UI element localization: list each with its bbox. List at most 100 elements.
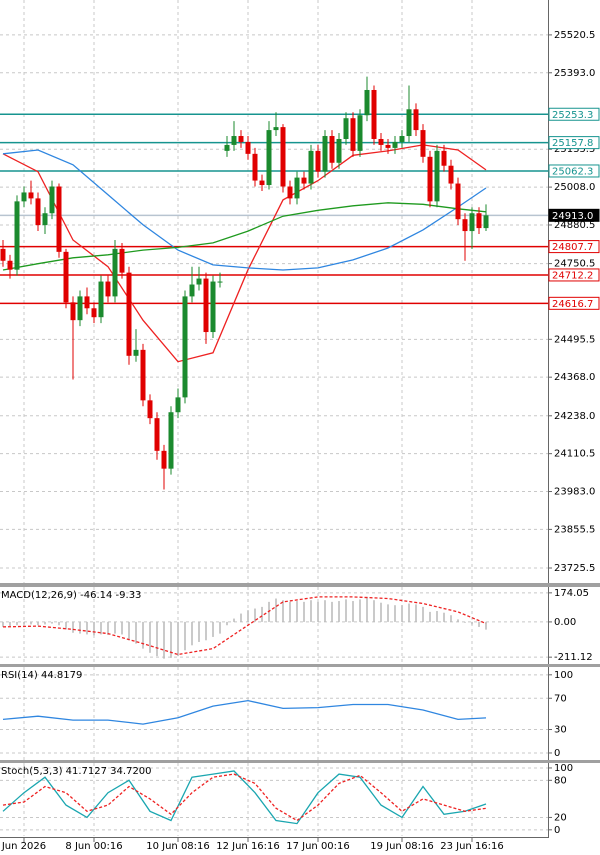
candle-body xyxy=(378,138,384,145)
candle-body xyxy=(161,450,167,469)
indicator-title: Stoch(5,3,3) 41.7127 34.7200 xyxy=(1,766,152,777)
candle-body xyxy=(385,144,391,148)
level-label: 24616.7 xyxy=(552,299,593,310)
candle-body xyxy=(308,150,314,184)
y-tick-label: 100 xyxy=(554,763,573,774)
indicator-line xyxy=(2,144,487,363)
indicator-line xyxy=(2,596,487,656)
candle-body xyxy=(245,141,251,154)
y-tick-label: 0.00 xyxy=(554,617,576,628)
panel-separator xyxy=(0,583,600,587)
y-tick-label: 80 xyxy=(554,775,567,786)
level-label: 24712.2 xyxy=(552,270,593,281)
candle-body xyxy=(105,281,111,297)
candle-body xyxy=(210,281,216,333)
candle-body xyxy=(84,296,90,309)
candle-body xyxy=(35,198,41,226)
level-label: 24807.7 xyxy=(552,242,593,253)
candle-body xyxy=(175,397,181,413)
y-tick-label: 24495.5 xyxy=(554,334,595,345)
candle-body xyxy=(217,281,223,283)
candle-body xyxy=(406,109,412,137)
candle-body xyxy=(455,183,461,220)
candle-body xyxy=(133,349,139,356)
candle-body xyxy=(476,213,482,229)
y-tick-label: 24110.5 xyxy=(554,449,595,460)
candle-body xyxy=(28,192,34,199)
indicator-line xyxy=(2,149,487,271)
indicator-line xyxy=(2,202,487,271)
y-tick-label: 25135.5 xyxy=(554,144,595,155)
candle-body xyxy=(315,150,321,172)
x-tick-label: 19 Jun 08:16 xyxy=(370,841,434,852)
candle-body xyxy=(168,412,174,469)
candle-body xyxy=(301,177,307,184)
level-label-box xyxy=(548,208,600,222)
candle-body xyxy=(448,165,454,184)
x-tick-label: 12 Jun 16:16 xyxy=(216,841,280,852)
candle-body xyxy=(273,127,279,131)
candle-body xyxy=(126,272,132,356)
candle-body xyxy=(427,156,433,202)
indicator-line xyxy=(2,770,487,825)
y-tick-label: 24368.0 xyxy=(554,372,595,383)
candle-body xyxy=(469,213,475,232)
candle-body xyxy=(224,144,230,151)
candle-body xyxy=(77,296,83,321)
level-label-box xyxy=(548,296,600,310)
x-tick-label: 10 Jun 08:16 xyxy=(146,841,210,852)
candle-body xyxy=(63,251,69,303)
y-tick-label: 24238.0 xyxy=(554,411,595,422)
candle-body xyxy=(259,180,265,186)
candle-body xyxy=(70,302,76,321)
candle-body xyxy=(112,248,118,297)
y-tick-label: -211.12 xyxy=(554,652,593,663)
y-tick-label: 25008.0 xyxy=(554,182,595,193)
candle-body xyxy=(462,219,468,232)
y-tick-label: 24880.5 xyxy=(554,220,595,231)
candle-body xyxy=(399,136,405,142)
candle-body xyxy=(413,109,419,131)
candle-body xyxy=(280,127,286,187)
candle-body xyxy=(322,136,328,172)
y-tick-label: 23983.0 xyxy=(554,487,595,498)
candle-body xyxy=(203,278,209,333)
candle-body xyxy=(0,248,6,261)
y-tick-label: 23725.5 xyxy=(554,563,595,574)
indicator-title: MACD(12,26,9) -46.14 -9.33 xyxy=(1,590,141,601)
y-tick-label: 20 xyxy=(554,812,567,823)
y-tick-label: 25393.0 xyxy=(554,68,595,79)
candle-body xyxy=(357,115,363,151)
x-tick-label: Jun 2026 xyxy=(1,841,46,852)
candle-body xyxy=(7,260,13,270)
level-label-box xyxy=(548,240,600,254)
candle-body xyxy=(294,177,300,199)
candle-body xyxy=(140,349,146,401)
x-tick-label: 17 Jun 00:16 xyxy=(286,841,350,852)
candle-body xyxy=(14,201,20,270)
candle-body xyxy=(483,215,489,229)
level-label: 24913.0 xyxy=(552,211,593,222)
candle-body xyxy=(182,296,188,398)
y-tick-label: 23855.5 xyxy=(554,524,595,535)
candle-body xyxy=(56,186,62,252)
indicator-title: RSI(14) 44.8179 xyxy=(1,670,82,681)
candle-body xyxy=(98,281,104,318)
y-tick-label: 0 xyxy=(554,825,560,836)
candle-body xyxy=(441,150,447,166)
x-tick-label: 8 Jun 00:16 xyxy=(65,841,122,852)
candle-body xyxy=(350,118,356,151)
level-label: 25157.8 xyxy=(552,138,593,149)
candle-body xyxy=(147,400,153,419)
candle-body xyxy=(364,89,370,116)
candle-body xyxy=(266,130,272,186)
candle-body xyxy=(119,248,125,273)
indicator-line xyxy=(2,773,487,822)
candle-body xyxy=(189,284,195,297)
level-label: 25062.3 xyxy=(552,166,593,177)
candle-body xyxy=(392,141,398,148)
level-label-box xyxy=(548,164,600,178)
candle-body xyxy=(434,150,440,202)
